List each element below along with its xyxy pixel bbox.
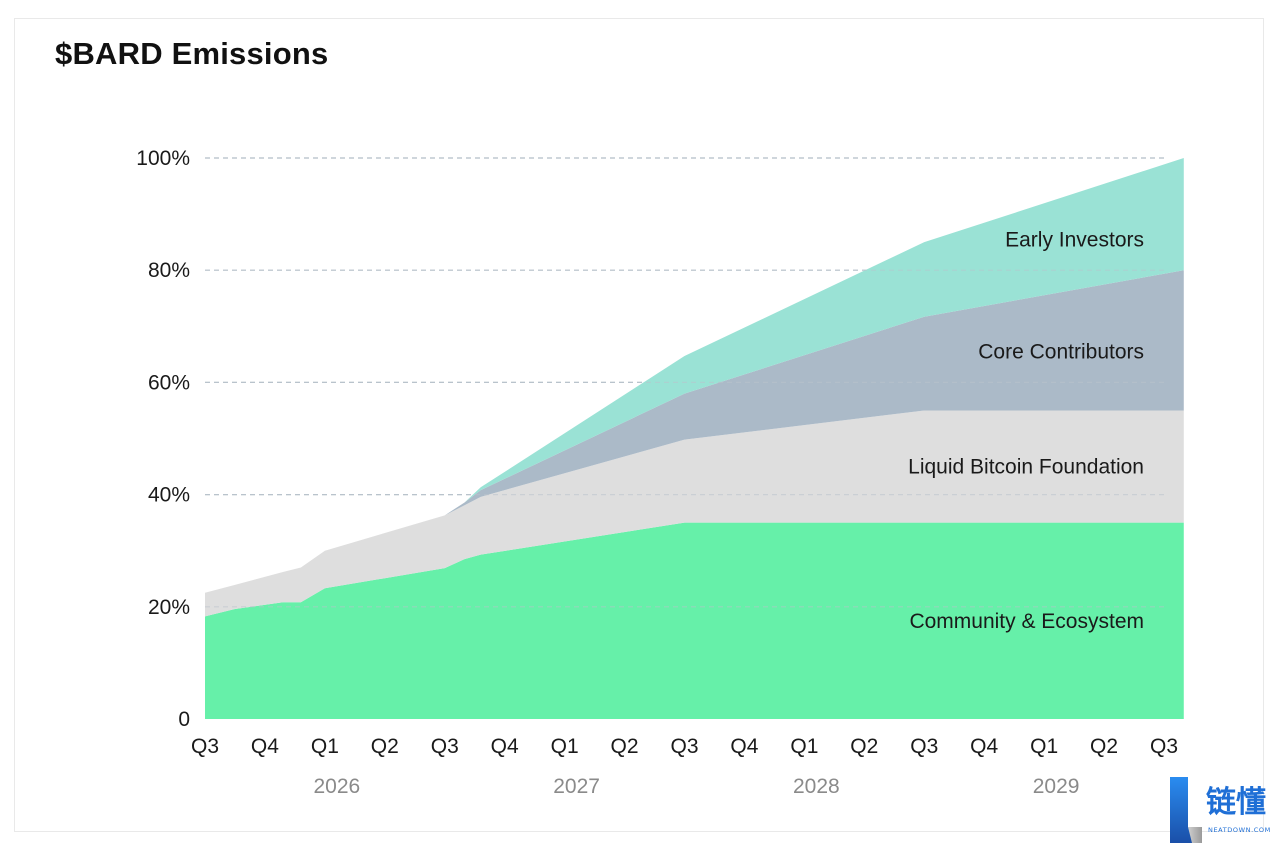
x-tick-label: Q1 <box>790 735 818 758</box>
y-tick-label: 80% <box>148 259 190 282</box>
y-tick-label: 40% <box>148 484 190 507</box>
year-label: 2027 <box>553 775 600 798</box>
x-tick-label: Q3 <box>910 735 938 758</box>
series-labels: Early Investors Core Contributors Liquid B… <box>908 228 1144 632</box>
brand-site: NEATDOWN.COM <box>1208 826 1271 834</box>
x-tick-label: Q4 <box>730 735 758 758</box>
x-tick-label: Q4 <box>251 735 279 758</box>
brand-l-icon <box>1170 777 1202 843</box>
area-layer <box>205 157 1184 719</box>
brand-logo <box>1166 775 1278 845</box>
x-tick-label: Q3 <box>431 735 459 758</box>
x-tick-label: Q2 <box>611 735 639 758</box>
y-tick-label: 20% <box>148 596 190 619</box>
chart-title: $BARD Emissions <box>55 36 329 71</box>
area-liquid-bitcoin-foundation <box>205 410 1184 617</box>
x-tick-label: Q1 <box>551 735 579 758</box>
x-tick-label: Q2 <box>1090 735 1118 758</box>
x-tick-label: Q2 <box>850 735 878 758</box>
x-tick-label: Q1 <box>311 735 339 758</box>
series-label: Core Contributors <box>978 341 1144 364</box>
series-label: Community & Ecosystem <box>909 610 1144 633</box>
y-axis-ticks: 0 20% 40% 60% 80% 100% <box>136 147 190 731</box>
x-tick-label: Q2 <box>371 735 399 758</box>
x-axis-ticks: Q3 Q4 Q1 Q2 Q3 Q4 Q1 Q2 Q3 Q4 Q1 Q2 Q3 Q4 Q1 Q2 Q3 <box>191 735 1178 758</box>
x-tick-label: Q1 <box>1030 735 1058 758</box>
year-label: 2028 <box>793 775 840 798</box>
y-tick-label: 60% <box>148 371 190 394</box>
x-tick-label: Q4 <box>970 735 998 758</box>
year-labels: 2026 2027 2028 2029 <box>314 775 1080 798</box>
year-label: 2029 <box>1033 775 1080 798</box>
year-label: 2026 <box>314 775 361 798</box>
series-label: Early Investors <box>1005 228 1144 251</box>
x-tick-label: Q3 <box>191 735 219 758</box>
x-tick-label: Q3 <box>1150 735 1178 758</box>
series-label: Liquid Bitcoin Foundation <box>908 456 1144 479</box>
brand-name: 链懂 <box>1206 785 1266 820</box>
area-core-contributors <box>205 270 1184 593</box>
y-tick-label: 100% <box>136 147 190 170</box>
x-tick-label: Q4 <box>491 735 519 758</box>
area-community-ecosystem <box>205 522 1184 719</box>
area-early-investors <box>205 158 1184 593</box>
x-tick-label: Q3 <box>670 735 698 758</box>
y-tick-label: 0 <box>178 708 190 731</box>
